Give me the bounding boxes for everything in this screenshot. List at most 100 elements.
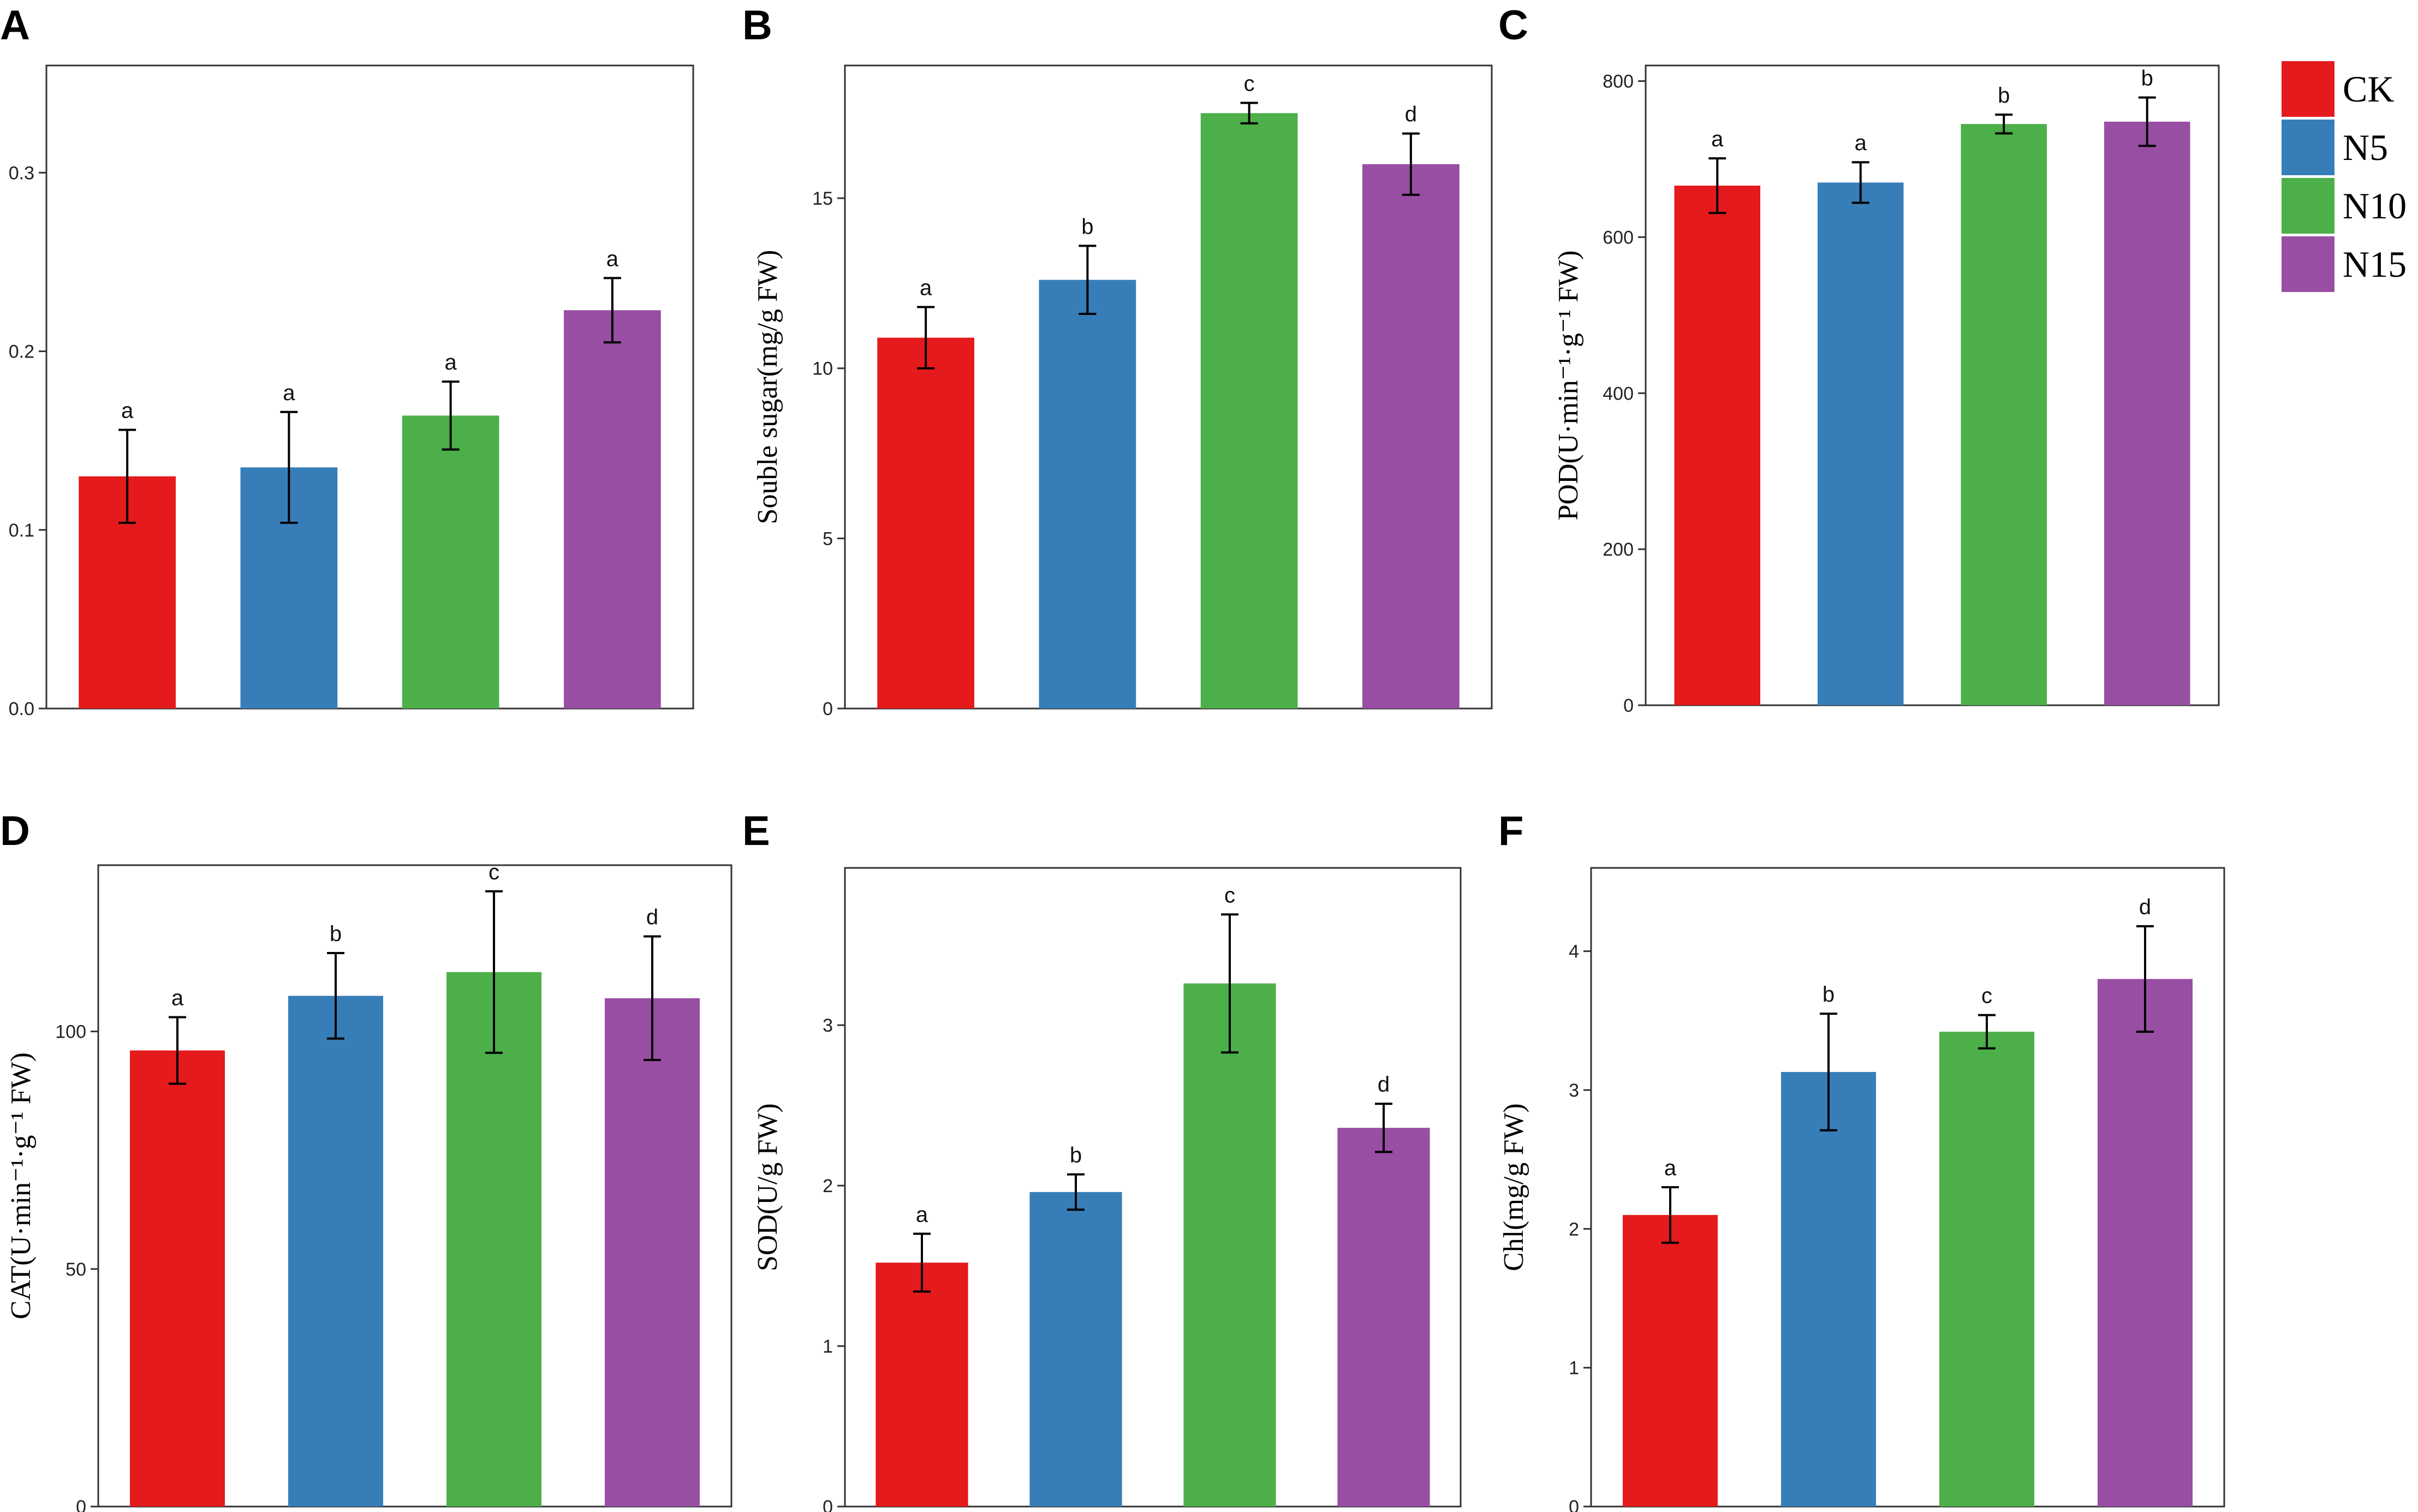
error-bar-CK	[169, 1016, 186, 1085]
plot-frame	[45, 64, 694, 710]
bar-N5	[1781, 1072, 1876, 1507]
bar-N5	[288, 996, 383, 1507]
error-bar-N5	[1079, 245, 1097, 315]
significance-label: a	[1664, 1156, 1677, 1180]
y-tick-label: 0.1	[9, 520, 34, 541]
bar-N5	[1029, 1192, 1122, 1507]
bar-CK	[130, 1050, 225, 1507]
legend-swatch-CK	[2282, 61, 2334, 117]
error-bar-N15	[2138, 96, 2156, 147]
legend-label-N5: N5	[2343, 127, 2388, 168]
panel-letter: C	[1498, 2, 1528, 49]
error-bar-N15	[603, 277, 621, 344]
plot-frame	[1590, 867, 2225, 1508]
significance-label: a	[171, 986, 184, 1010]
significance-label: c	[1981, 984, 1992, 1008]
bar-CK	[876, 1263, 968, 1507]
bar-N10	[1961, 124, 2047, 706]
significance-label: b	[1070, 1143, 1082, 1167]
error-bar-CK	[913, 1233, 931, 1293]
y-tick-label: 0	[1569, 1497, 1579, 1512]
error-bar-N5	[1820, 1013, 1837, 1132]
bar-N10	[1200, 113, 1298, 709]
y-tick-label: 0	[823, 699, 833, 719]
bar-CK	[1623, 1215, 1718, 1507]
y-tick-label: 100	[55, 1022, 86, 1043]
significance-label: a	[121, 399, 134, 423]
y-axis-label: CAT(U·min⁻¹·g⁻¹ FW)	[5, 1052, 37, 1319]
bar-N10	[402, 415, 499, 709]
error-bar-N10	[485, 890, 503, 1054]
bar-N15	[1337, 1128, 1430, 1507]
y-tick-label: 50	[65, 1259, 86, 1280]
significance-label: c	[489, 860, 499, 884]
panel-F: F 0 1 2 3 4 Chl(mg/g FW) a b c d	[1498, 808, 2225, 1512]
y-axis-label: Chl(mg/g FW)	[1498, 1103, 1529, 1271]
panel-D: D 0 50 100 CAT(U·min⁻¹·g⁻¹ FW) a b c d	[0, 808, 732, 1512]
panel-letter: E	[742, 808, 770, 854]
plot-frame	[97, 864, 732, 1508]
bar-N5	[1039, 279, 1136, 709]
error-bar-N10	[1240, 102, 1258, 124]
y-tick-label: 0.2	[9, 342, 34, 362]
y-tick-label: 3	[1569, 1080, 1579, 1101]
y-tick-label: 1	[1569, 1358, 1579, 1379]
panel-letter: F	[1498, 808, 1523, 854]
error-bar-N10	[1978, 1014, 1996, 1050]
legend-label-CK: CK	[2343, 68, 2394, 110]
error-bar-N5	[280, 410, 298, 524]
bar-CK	[1674, 186, 1760, 706]
panel-E: E 0 1 2 3 SOD(U/g FW) a b c d	[742, 808, 1462, 1512]
significance-label: d	[2139, 895, 2151, 919]
y-tick-label: 0.0	[9, 699, 34, 719]
y-tick-label: 0	[1623, 695, 1634, 716]
error-bar-N15	[1402, 132, 1420, 196]
y-tick-label: 0	[823, 1497, 833, 1512]
y-tick-label: 1	[823, 1336, 833, 1357]
y-tick-label: 3	[823, 1015, 833, 1036]
significance-label: d	[646, 906, 658, 930]
y-tick-label: 2	[1569, 1219, 1579, 1240]
legend-label-N15: N15	[2343, 243, 2407, 285]
plot-frame	[844, 64, 1493, 710]
significance-label: d	[1378, 1073, 1390, 1097]
error-bar-N5	[1067, 1173, 1085, 1211]
panel-C: C 0 200 400 600 800 POD(U·min⁻¹·g⁻¹ FW) a a b b	[1498, 2, 2220, 716]
significance-label: a	[606, 247, 619, 271]
error-bar-CK	[118, 428, 136, 524]
significance-label: c	[1244, 72, 1255, 96]
error-bar-N5	[1851, 161, 1869, 204]
significance-label: d	[1405, 103, 1417, 127]
significance-label: b	[1998, 84, 2010, 108]
error-bar-CK	[1708, 157, 1726, 215]
significance-label: a	[1855, 131, 1867, 155]
legend-swatch-N5	[2282, 120, 2334, 175]
y-tick-label: 4	[1569, 942, 1579, 962]
error-bar-N10	[442, 380, 460, 451]
significance-label: b	[1081, 215, 1093, 239]
error-bar-N10	[1995, 114, 2013, 135]
bar-N5	[1818, 182, 1904, 705]
y-tick-label: 5	[823, 528, 833, 549]
error-bar-N15	[1375, 1103, 1392, 1153]
panel-B: B 0 5 10 15 Souble sugar(mg/g FW) a b c d	[742, 2, 1493, 719]
plot-frame	[1645, 64, 2220, 706]
significance-label: a	[916, 1203, 928, 1227]
legend-swatch-N15	[2282, 236, 2334, 292]
bar-CK	[877, 337, 974, 709]
bar-N15	[2104, 121, 2190, 705]
error-bar-N15	[2136, 925, 2154, 1033]
panel-letter: D	[0, 808, 30, 854]
bar-N10	[1183, 983, 1276, 1507]
error-bar-N10	[1221, 913, 1238, 1054]
bar-N15	[605, 998, 700, 1507]
y-tick-label: 0.3	[9, 163, 34, 183]
bar-N15	[1362, 164, 1460, 709]
error-bar-N15	[644, 935, 661, 1061]
y-tick-label: 0	[76, 1497, 86, 1512]
error-bar-CK	[917, 306, 935, 370]
y-axis-label: POD(U·min⁻¹·g⁻¹ FW)	[1553, 251, 1584, 521]
legend-label-N10: N10	[2343, 185, 2407, 227]
y-tick-label: 600	[1603, 227, 1634, 248]
